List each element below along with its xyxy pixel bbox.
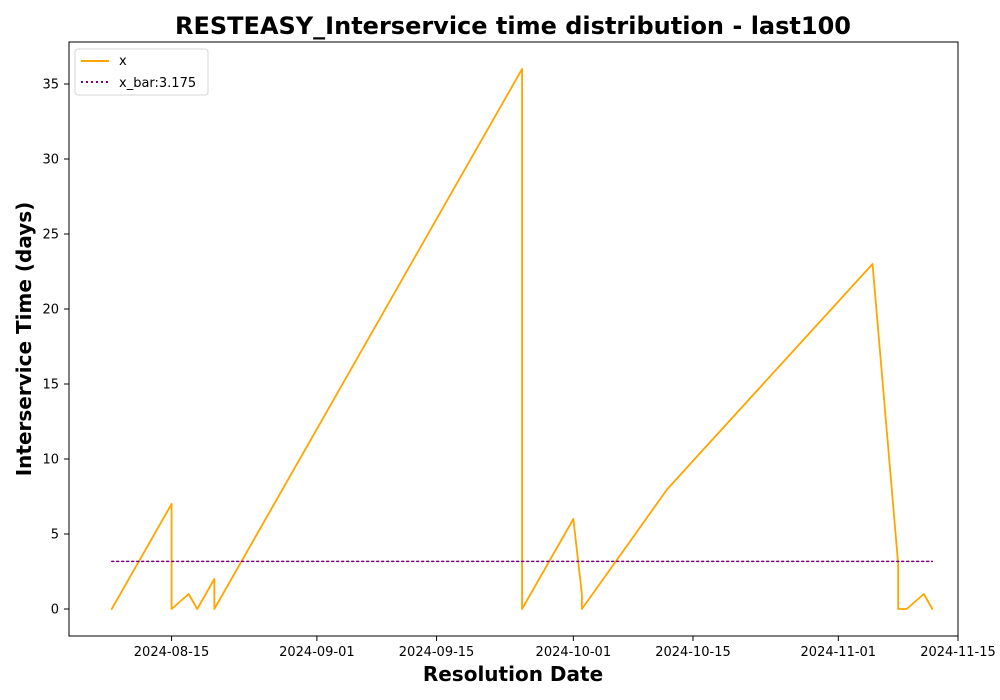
y-tick-label-10: 10 <box>42 453 59 468</box>
y-tick-label-25: 25 <box>42 228 59 243</box>
legend: x x_bar:3.175 <box>74 48 209 96</box>
plot-area <box>69 42 958 636</box>
x-tick-label-2024-11-01: 2024-11-01 <box>801 645 877 660</box>
series-layer <box>110 68 934 610</box>
y-axis-label: Interservice Time (days) <box>12 202 36 477</box>
x-tick-label-2024-11-15: 2024-11-15 <box>920 645 996 660</box>
y-tick-label-30: 30 <box>42 153 59 168</box>
plot-frame <box>68 41 959 637</box>
x-tick-label-2024-09-15: 2024-09-15 <box>399 645 475 660</box>
legend-label-series-x-bar: x_bar:3.175 <box>119 76 196 91</box>
y-axis-ticks: 0 5 10 15 20 25 30 35 <box>42 78 69 618</box>
series-x <box>110 68 934 610</box>
y-tick-label-20: 20 <box>42 303 59 318</box>
x-tick-label-2024-09-01: 2024-09-01 <box>279 645 355 660</box>
y-tick-label-15: 15 <box>42 378 59 393</box>
y-tick-label-35: 35 <box>42 78 59 93</box>
legend-label-series-x: x <box>119 54 127 69</box>
y-tick-label-5: 5 <box>51 528 59 543</box>
x-axis-ticks: 2024-08-15 2024-09-01 2024-09-15 2024-10-01… <box>134 636 996 660</box>
chart-title: RESTEASY_Interservice time distribution … <box>175 12 851 40</box>
x-tick-label-2024-10-15: 2024-10-15 <box>655 645 731 660</box>
y-tick-label-0: 0 <box>51 603 59 618</box>
x-tick-label-2024-10-01: 2024-10-01 <box>536 645 612 660</box>
x-axis-label: Resolution Date <box>423 662 603 686</box>
x-tick-label-2024-08-15: 2024-08-15 <box>134 645 210 660</box>
